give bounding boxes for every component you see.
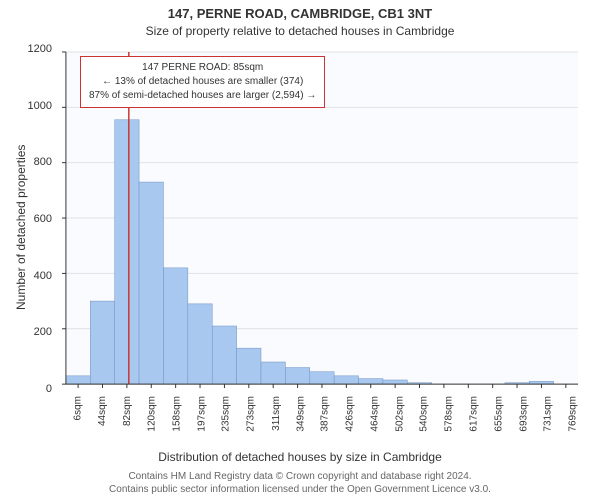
- x-tick-label: 235sqm: [221, 396, 232, 432]
- x-tick-label: 6sqm: [72, 396, 83, 420]
- y-tick-label: 1200: [12, 43, 52, 55]
- annotation-line2: ← 13% of detached houses are smaller (37…: [89, 75, 316, 89]
- x-tick-label: 426sqm: [345, 396, 356, 432]
- x-tick-label: 693sqm: [518, 396, 529, 432]
- x-tick-label: 158sqm: [171, 396, 182, 432]
- attribution-line2: Contains public sector information licen…: [109, 484, 491, 495]
- x-tick-label: 273sqm: [246, 396, 257, 432]
- y-tick-label: 400: [12, 270, 52, 282]
- plot-area: 147 PERNE ROAD: 85sqm ← 13% of detached …: [60, 50, 580, 390]
- annotation-box: 147 PERNE ROAD: 85sqm ← 13% of detached …: [80, 56, 325, 108]
- annotation-line1: 147 PERNE ROAD: 85sqm: [89, 61, 316, 75]
- x-tick-label: 82sqm: [122, 396, 133, 426]
- chart-container: 147, PERNE ROAD, CAMBRIDGE, CB1 3NT Size…: [0, 0, 600, 500]
- x-tick-label: 349sqm: [295, 396, 306, 432]
- chart-title-sub: Size of property relative to detached ho…: [0, 24, 600, 38]
- y-tick-label: 200: [12, 326, 52, 338]
- x-tick-label: 769sqm: [568, 396, 579, 432]
- x-tick-label: 655sqm: [493, 396, 504, 432]
- annotation-line3: 87% of semi-detached houses are larger (…: [89, 89, 316, 103]
- attribution-text: Contains HM Land Registry data © Crown c…: [0, 470, 600, 496]
- attribution-line1: Contains HM Land Registry data © Crown c…: [128, 471, 471, 482]
- x-tick-label: 44sqm: [97, 396, 108, 426]
- x-tick-label: 731sqm: [543, 396, 554, 432]
- y-tick-label: 800: [12, 156, 52, 168]
- x-axis-label: Distribution of detached houses by size …: [0, 450, 600, 464]
- x-tick-label: 120sqm: [147, 396, 158, 432]
- y-axis-label: Number of detached properties: [14, 145, 28, 310]
- x-tick-label: 464sqm: [370, 396, 381, 432]
- x-tick-label: 311sqm: [270, 396, 281, 431]
- x-tick-label: 540sqm: [419, 396, 430, 432]
- x-tick-label: 502sqm: [394, 396, 405, 432]
- x-tick-label: 387sqm: [320, 396, 331, 432]
- y-tick-label: 1000: [12, 100, 52, 112]
- x-tick-label: 197sqm: [196, 396, 207, 432]
- y-tick-label: 0: [12, 383, 52, 395]
- chart-title-main: 147, PERNE ROAD, CAMBRIDGE, CB1 3NT: [0, 6, 600, 21]
- y-tick-label: 600: [12, 213, 52, 225]
- x-tick-label: 617sqm: [469, 396, 480, 432]
- x-tick-label: 578sqm: [444, 396, 455, 432]
